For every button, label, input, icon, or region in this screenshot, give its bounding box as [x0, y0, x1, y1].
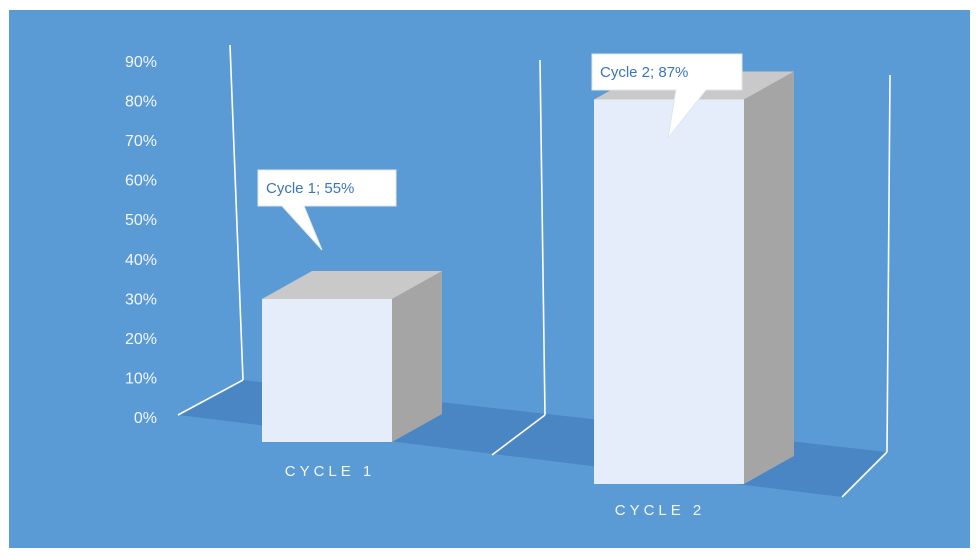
- bar-front: [594, 99, 744, 485]
- y-tick-label: 80%: [125, 94, 157, 111]
- data-label-callouts: Cycle 1; 55% Cycle 2; 87%: [257, 53, 743, 251]
- floor-line-right: [841, 451, 888, 498]
- bar-2: [594, 71, 794, 485]
- wall-line-middle: [539, 59, 546, 416]
- bar-side: [744, 71, 794, 485]
- category-label: CYCLE 1: [285, 463, 376, 480]
- bar-top: [262, 271, 442, 299]
- data-label-callout: Cycle 1; 55%: [257, 169, 397, 251]
- data-label-callout: Cycle 2; 87%: [591, 53, 743, 139]
- y-tick-label: 10%: [125, 370, 157, 387]
- y-tick-label: 20%: [125, 331, 157, 348]
- y-tick-label: 70%: [125, 133, 157, 150]
- category-label: CYCLE 2: [615, 502, 706, 519]
- wall-line-right: [886, 74, 891, 453]
- bar-side: [392, 271, 442, 442]
- floor-line-middle: [491, 414, 546, 456]
- y-tick-label: 60%: [125, 173, 157, 190]
- y-tick-label: 40%: [125, 252, 157, 269]
- y-tick-label: 30%: [125, 291, 157, 308]
- wall-lines: [177, 44, 891, 498]
- data-label-text: Cycle 1; 55%: [266, 180, 354, 197]
- callout-bubble: [591, 53, 743, 139]
- y-tick-label: 50%: [125, 212, 157, 229]
- bars: [262, 71, 794, 485]
- category-labels: CYCLE 1 CYCLE 2: [285, 463, 706, 519]
- wall-line-left: [229, 44, 244, 381]
- data-label-text: Cycle 2; 87%: [600, 64, 688, 81]
- callout-bubble: [257, 169, 397, 251]
- bar-front: [262, 299, 392, 442]
- floor-line-left: [177, 379, 244, 416]
- y-axis-ticks: 0% 10% 20% 30% 40% 50% 60% 70% 80% 90%: [125, 54, 157, 427]
- y-tick-label: 0%: [134, 410, 157, 427]
- y-tick-label: 90%: [125, 54, 157, 71]
- bar-1: [262, 271, 442, 442]
